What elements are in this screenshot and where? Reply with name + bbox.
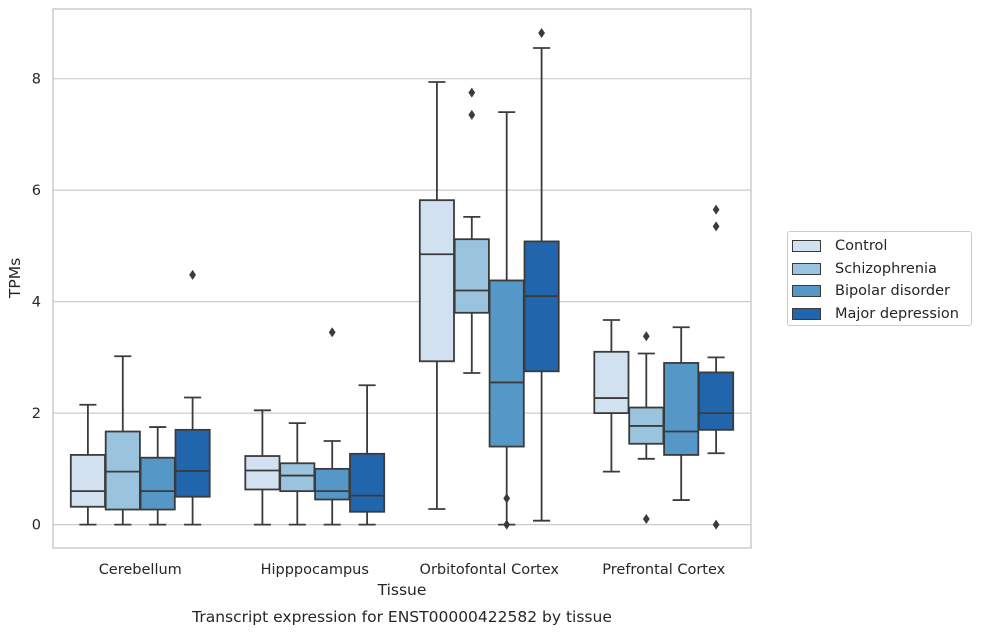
x-tick-label: Hipppocampus xyxy=(261,562,369,578)
y-tick-label: 6 xyxy=(32,183,41,199)
legend-item: Bipolar disorder xyxy=(792,280,971,303)
y-ticks: 0 2 4 6 8 xyxy=(32,72,41,534)
box xyxy=(663,362,700,456)
legend-label: Schizophrenia xyxy=(835,260,937,277)
x-ticks: Cerebellum Hipppocampus Orbitofontal Corte… xyxy=(99,562,726,578)
x-tick-label: Orbitofontal Cortex xyxy=(420,562,560,578)
box xyxy=(488,279,525,448)
y-tick-label: 0 xyxy=(32,518,41,534)
legend-label: Major depression xyxy=(835,305,959,322)
box xyxy=(523,240,560,373)
box xyxy=(69,454,106,508)
outlier-point xyxy=(538,27,545,38)
legend-swatch xyxy=(792,285,821,298)
box xyxy=(244,455,281,491)
legend-item: Schizophrenia xyxy=(792,258,971,281)
box xyxy=(418,199,455,363)
outlier-point xyxy=(642,514,650,525)
y-tick-label: 2 xyxy=(32,406,41,422)
outlier-point xyxy=(712,221,720,232)
legend-item: Major depression xyxy=(792,303,971,326)
box xyxy=(314,467,351,501)
box xyxy=(698,371,735,431)
box xyxy=(104,430,141,511)
y-tick-label: 4 xyxy=(32,295,41,311)
legend-label: Bipolar disorder xyxy=(835,283,950,300)
legend-label: Control xyxy=(835,238,888,255)
legend-swatch xyxy=(792,240,821,253)
legend: Control Schizophrenia Bipolar disorder M… xyxy=(787,231,972,326)
box xyxy=(174,428,211,498)
legend-item: Control xyxy=(792,235,971,258)
outlier-point xyxy=(468,87,476,98)
box xyxy=(593,350,630,415)
outlier-point xyxy=(712,204,720,215)
x-axis-label: Tissue xyxy=(377,581,427,599)
outlier-point xyxy=(642,331,650,342)
x-tick-label: Cerebellum xyxy=(99,562,182,578)
outlier-point xyxy=(503,493,511,504)
y-axis-label: TPMs xyxy=(6,258,24,299)
legend-swatch xyxy=(792,262,821,275)
outlier-point xyxy=(328,327,336,338)
box xyxy=(349,452,386,513)
outlier-point xyxy=(468,109,476,120)
box xyxy=(279,462,316,493)
plot-frame xyxy=(52,8,752,549)
y-tick-label: 8 xyxy=(32,72,41,88)
outlier-point xyxy=(712,519,720,530)
x-tick-label: Prefrontal Cortex xyxy=(602,562,725,578)
outlier-point xyxy=(189,269,196,280)
outlier-point xyxy=(503,519,511,530)
legend-swatch xyxy=(792,307,821,320)
boxes xyxy=(69,27,735,530)
box xyxy=(139,456,176,511)
box xyxy=(453,238,490,314)
chart-title: Transcript expression for ENST0000042258… xyxy=(191,608,612,626)
